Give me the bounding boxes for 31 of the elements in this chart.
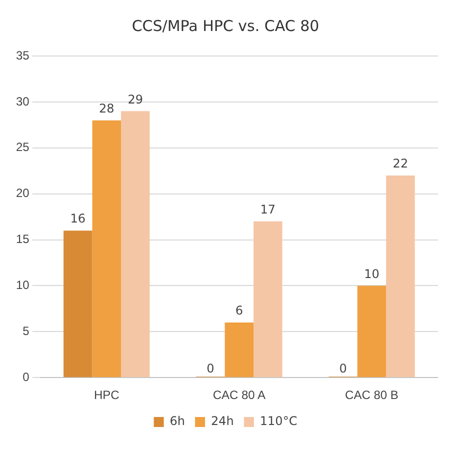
x-tick-label: CAC 80 A	[212, 388, 266, 402]
data-label: 0	[206, 362, 214, 376]
data-label: 0	[339, 362, 347, 376]
bar	[386, 175, 415, 378]
y-tick-label: 5	[22, 324, 30, 338]
x-tick-label: HPC	[94, 388, 120, 402]
y-tick-label: 10	[16, 278, 30, 292]
data-label: 16	[70, 212, 86, 226]
y-tick-label: 35	[16, 48, 30, 62]
data-label: 17	[260, 202, 276, 217]
bar	[120, 111, 150, 378]
data-label: 22	[392, 156, 408, 171]
data-label: 6	[235, 304, 243, 318]
bar	[254, 221, 282, 378]
y-tick-label: 15	[16, 232, 30, 246]
bar	[357, 286, 386, 378]
bar	[224, 322, 254, 378]
x-tick-label: CAC 80 B	[345, 388, 398, 402]
y-tick-label: 20	[16, 186, 30, 200]
y-tick-label: 0	[22, 370, 30, 384]
legend-label: 110°C	[260, 414, 298, 428]
legend-label: 6h	[170, 414, 186, 428]
y-tick-label: 25	[16, 140, 30, 154]
bar	[92, 120, 121, 378]
legend-label: 24h	[211, 414, 234, 428]
data-label: 29	[128, 92, 143, 106]
y-tick-label: 30	[16, 94, 30, 108]
chart-title: CCS/MPa HPC vs. CAC 80	[132, 16, 320, 35]
data-label: 10	[364, 266, 380, 281]
bar	[64, 230, 92, 378]
data-label: 28	[98, 101, 114, 116]
